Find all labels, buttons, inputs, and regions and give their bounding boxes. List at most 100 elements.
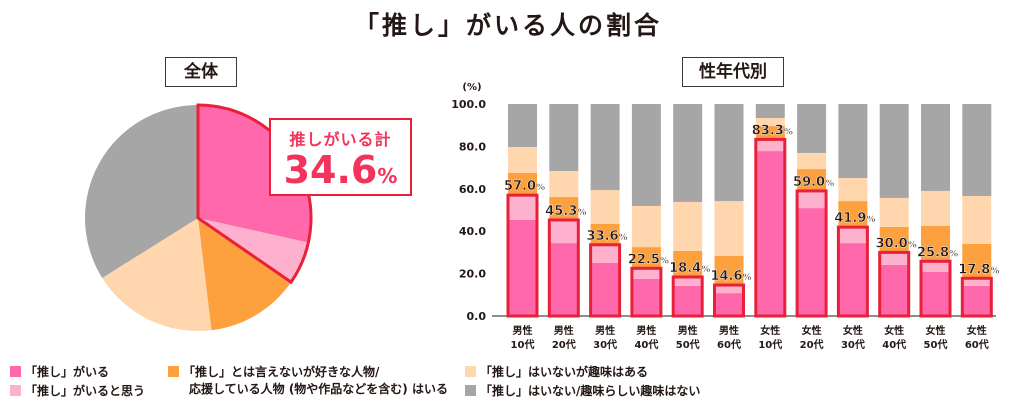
pie-chart bbox=[85, 103, 313, 331]
pie-slice-none bbox=[85, 105, 198, 278]
bar-segment-oshi-think bbox=[590, 244, 620, 263]
x-tick-label-gender: 女性 bbox=[802, 324, 822, 337]
bar-segment-none bbox=[879, 104, 909, 198]
bar-total-label: 18.4% bbox=[669, 261, 710, 276]
bar-segment-hobby bbox=[879, 197, 909, 227]
bar-segment-like-person bbox=[673, 250, 703, 277]
bar-total-unit: % bbox=[908, 240, 917, 250]
bar-total-unit: % bbox=[660, 256, 669, 266]
stacked-bar-chart: (%)0.020.040.060.080.0100.057.0%男性10代45.… bbox=[451, 82, 999, 351]
bar-segment-hobby bbox=[921, 190, 950, 226]
legend-swatch bbox=[10, 366, 21, 377]
callout-number: 34.6 bbox=[283, 148, 378, 192]
bar-segment-none bbox=[549, 104, 579, 171]
x-tick-label-age: 60代 bbox=[965, 338, 989, 351]
x-tick-label-gender: 女性 bbox=[967, 324, 987, 337]
bar-oshi-highlight bbox=[547, 218, 580, 318]
bar-segment-oshi-think bbox=[921, 261, 950, 272]
legend-item-none: 「推し」はいない/趣味らしい趣味はない bbox=[465, 383, 700, 400]
legend-swatch bbox=[10, 385, 21, 396]
bar-segment-hobby bbox=[549, 170, 579, 198]
y-axis-unit: (%) bbox=[462, 82, 481, 93]
bar-total-unit: % bbox=[949, 249, 958, 259]
legend-label: 「推し」がいると思う bbox=[25, 384, 146, 398]
y-tick-label: 40.0 bbox=[459, 225, 486, 238]
bar-oshi-highlight bbox=[836, 225, 869, 318]
bar-segment-like-person bbox=[755, 126, 785, 140]
bar-segment-oshi-think bbox=[549, 219, 579, 244]
bar-segment-oshi bbox=[631, 278, 661, 316]
bar-oshi-highlight bbox=[754, 137, 787, 318]
bar-segment-oshi-think bbox=[631, 268, 661, 279]
bar-segment-oshi-think bbox=[838, 227, 868, 244]
legend-swatch bbox=[465, 366, 476, 377]
bar-segment-oshi bbox=[673, 285, 703, 316]
x-tick-label-age: 20代 bbox=[552, 338, 576, 351]
x-tick-label-gender: 男性 bbox=[513, 324, 533, 337]
x-tick-label-gender: 女性 bbox=[884, 324, 904, 337]
bar-total-unit: % bbox=[536, 183, 545, 193]
bar-segment-hobby bbox=[590, 190, 620, 224]
bar-segment-none bbox=[714, 104, 744, 202]
bar-total-label: 14.6% bbox=[710, 269, 751, 284]
callout-unit: % bbox=[377, 164, 398, 188]
x-tick-label-gender: 男性 bbox=[554, 324, 574, 337]
bar-segment-oshi-think bbox=[962, 278, 992, 286]
bar-oshi-highlight bbox=[960, 276, 993, 318]
x-tick-label-age: 60代 bbox=[717, 338, 741, 351]
pie-slice-like-person bbox=[198, 218, 292, 331]
legend-label: 「推し」がいる bbox=[25, 365, 110, 379]
bar-segment-like-person bbox=[962, 243, 992, 279]
pie-slice-oshi-think bbox=[198, 218, 309, 283]
bar-segment-hobby bbox=[631, 205, 661, 248]
bar-segment-oshi-think bbox=[755, 139, 785, 152]
bar-segment-hobby bbox=[838, 177, 868, 202]
group-panel-label: 性年代別 bbox=[682, 57, 784, 87]
bar-oshi-highlight bbox=[795, 189, 828, 318]
bar-oshi-highlight bbox=[671, 275, 704, 318]
bar-segment-none bbox=[755, 104, 785, 118]
bar-oshi-highlight bbox=[630, 266, 663, 318]
bar-oshi-highlight bbox=[589, 243, 622, 318]
bar-total-value: 22.5 bbox=[628, 252, 660, 267]
bar-total-unit: % bbox=[743, 273, 752, 283]
x-tick-label-gender: 男性 bbox=[636, 324, 656, 337]
bar-segment-oshi bbox=[838, 243, 868, 316]
bar-segment-hobby bbox=[714, 201, 744, 257]
pie-slice-oshi bbox=[198, 105, 312, 243]
x-tick-label-age: 40代 bbox=[634, 338, 658, 351]
x-tick-label-gender: 男性 bbox=[678, 324, 698, 337]
y-tick-label: 0.0 bbox=[467, 310, 487, 323]
bar-segment-oshi bbox=[714, 293, 744, 316]
callout-value: 34.6% bbox=[271, 150, 410, 196]
x-tick-label-age: 10代 bbox=[511, 338, 535, 351]
legend-label-line1: 「推し」とは言えないが好きな人物/ bbox=[183, 365, 380, 379]
bar-total-unit: % bbox=[577, 208, 586, 218]
bar-total-value: 57.0 bbox=[504, 179, 536, 194]
x-tick-label-age: 30代 bbox=[841, 338, 865, 351]
bar-segment-oshi bbox=[962, 285, 992, 316]
bar-segment-oshi bbox=[590, 263, 620, 316]
bar-segment-like-person bbox=[631, 247, 661, 269]
bar-segment-like-person bbox=[714, 256, 744, 286]
bar-total-label: 83.3% bbox=[752, 123, 793, 138]
bar-total-unit: % bbox=[866, 215, 875, 225]
bar-total-unit: % bbox=[619, 233, 628, 243]
total-oshi-callout: 推しがいる計 34.6% bbox=[269, 118, 412, 196]
bar-segment-none bbox=[921, 104, 950, 191]
bar-segment-hobby bbox=[673, 201, 703, 251]
y-tick-label: 60.0 bbox=[459, 183, 486, 196]
bar-segment-none bbox=[797, 104, 827, 153]
bar-total-label: 25.8% bbox=[917, 245, 958, 260]
legend-label: 「推し」はいない/趣味らしい趣味はない bbox=[480, 384, 701, 398]
bar-segment-oshi-think bbox=[714, 285, 744, 294]
bar-total-value: 41.9 bbox=[834, 211, 866, 226]
bar-segment-hobby bbox=[797, 152, 827, 170]
bar-total-label: 41.9% bbox=[834, 211, 875, 226]
bar-segment-like-person bbox=[590, 223, 620, 245]
bar-total-value: 18.4 bbox=[669, 261, 701, 276]
bar-oshi-highlight bbox=[506, 193, 539, 318]
overall-panel-label: 全体 bbox=[165, 57, 237, 87]
bar-total-label: 22.5% bbox=[628, 252, 669, 267]
legend-item-like-person: 「推し」とは言えないが好きな人物/ 応援している人物 (物や作品などを含む) は… bbox=[168, 364, 448, 398]
